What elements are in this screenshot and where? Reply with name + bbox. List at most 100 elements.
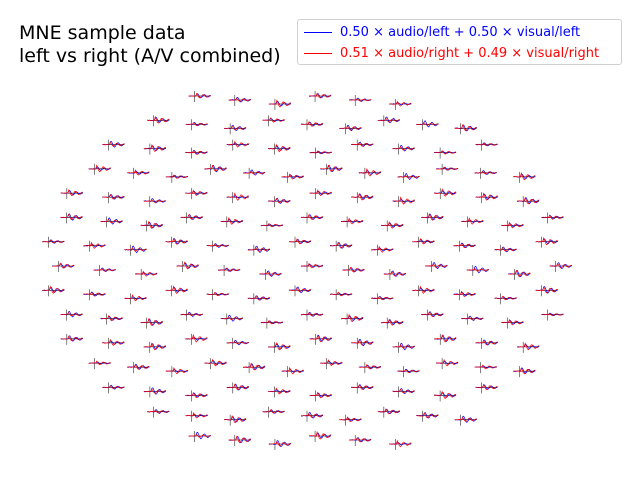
sensor-trace-group bbox=[228, 435, 252, 446]
sensor-trace-group bbox=[60, 333, 84, 345]
sensor-trace-group bbox=[124, 244, 147, 256]
sensor-trace-group bbox=[535, 285, 558, 297]
sensor-trace-group bbox=[147, 115, 170, 127]
sensor-trace-right bbox=[42, 285, 65, 294]
sensor-trace-right bbox=[397, 368, 420, 373]
sensor-trace-group bbox=[100, 216, 123, 228]
sensor-trace-right bbox=[288, 287, 311, 293]
sensor-trace-right bbox=[358, 167, 381, 177]
sensor-trace-right bbox=[93, 267, 116, 272]
sensor-trace-group bbox=[124, 293, 147, 305]
sensor-trace-group bbox=[185, 410, 208, 422]
sensor-trace-right bbox=[100, 314, 123, 322]
sensor-trace-right bbox=[309, 391, 332, 399]
sensor-trace-left bbox=[421, 213, 444, 221]
sensor-trace-left bbox=[389, 102, 412, 106]
sensor-trace-group bbox=[434, 333, 457, 345]
sensor-trace-group bbox=[60, 212, 83, 224]
sensor-trace-right bbox=[329, 291, 353, 297]
sensor-trace-right bbox=[300, 214, 323, 220]
sensor-trace-right bbox=[268, 198, 291, 204]
sensor-trace-left bbox=[535, 286, 558, 294]
sensor-trace-group bbox=[389, 99, 412, 110]
sensor-trace-group bbox=[308, 91, 332, 102]
sensor-trace-right bbox=[223, 125, 247, 131]
sensor-trace-right bbox=[474, 364, 497, 370]
sensor-trace-group bbox=[351, 192, 374, 204]
chart-title-line-1: MNE sample data bbox=[19, 22, 186, 44]
sensor-trace-group bbox=[268, 99, 292, 110]
sensor-trace-group bbox=[165, 171, 189, 183]
sensor-trace-group bbox=[412, 285, 435, 297]
sensor-trace-right bbox=[268, 387, 291, 395]
sensor-trace-group bbox=[392, 386, 415, 398]
sensor-trace-group bbox=[351, 337, 374, 349]
sensor-trace-right bbox=[377, 408, 400, 415]
sensor-trace-left bbox=[434, 335, 457, 342]
sensor-trace-right bbox=[88, 360, 111, 366]
sensor-trace-right bbox=[143, 342, 166, 351]
sensor-trace-group bbox=[185, 188, 208, 200]
sensor-trace-right bbox=[434, 150, 457, 155]
sensor-trace-left bbox=[309, 334, 332, 342]
sensor-trace-right bbox=[102, 194, 125, 200]
sensor-trace-right bbox=[389, 439, 412, 448]
sensor-trace-group bbox=[206, 240, 229, 252]
sensor-trace-group bbox=[83, 240, 106, 252]
sensor-trace-right bbox=[501, 221, 524, 229]
sensor-trace-group bbox=[371, 244, 394, 256]
sensor-trace-group bbox=[300, 119, 324, 131]
sensor-trace-group bbox=[392, 341, 415, 353]
sensor-trace-group bbox=[339, 123, 362, 135]
sensor-trace-group bbox=[100, 313, 123, 325]
sensor-trace-right bbox=[320, 164, 343, 173]
sensor-trace-right bbox=[262, 409, 285, 414]
sensor-trace-right bbox=[228, 435, 251, 444]
sensor-trace-group bbox=[475, 337, 498, 349]
sensor-trace-group bbox=[143, 386, 167, 398]
sensor-trace-right bbox=[392, 388, 415, 394]
sensor-trace-right bbox=[220, 216, 243, 225]
sensor-trace-right bbox=[434, 390, 457, 400]
sensor-trace-group bbox=[226, 382, 250, 394]
sensor-trace-right bbox=[389, 100, 412, 107]
sensor-trace-group bbox=[259, 269, 282, 280]
sensor-trace-right bbox=[358, 363, 381, 370]
sensor-trace-group bbox=[134, 269, 158, 280]
sensor-trace-group bbox=[466, 265, 490, 276]
sensor-trace-right bbox=[341, 313, 364, 323]
sensor-trace-group bbox=[206, 289, 229, 301]
sensor-trace-group bbox=[268, 196, 291, 208]
sensor-trace-right bbox=[454, 124, 477, 132]
chart-legend: 0.50 × audio/left + 0.50 × visual/left 0… bbox=[297, 19, 622, 65]
legend-swatch-left bbox=[304, 31, 332, 33]
sensor-trace-group bbox=[454, 123, 477, 135]
sensor-trace-right bbox=[185, 122, 208, 126]
sensor-trace-right bbox=[371, 245, 394, 253]
sensor-trace-group bbox=[453, 289, 476, 301]
sensor-trace-group bbox=[377, 406, 401, 418]
sensor-trace-left bbox=[83, 243, 106, 248]
sensor-trace-right bbox=[392, 196, 415, 205]
sensor-trace-group bbox=[433, 147, 457, 159]
sensor-trace-right bbox=[309, 189, 332, 197]
sensor-trace-group bbox=[188, 91, 211, 102]
sensor-trace-right bbox=[228, 97, 251, 102]
sensor-trace-right bbox=[308, 92, 332, 99]
sensor-trace-group bbox=[226, 139, 249, 151]
sensor-trace-group bbox=[180, 309, 203, 321]
sensor-trace-right bbox=[83, 241, 106, 249]
sensor-trace-left bbox=[268, 389, 291, 394]
sensor-trace-right bbox=[226, 140, 249, 148]
sensor-trace-right bbox=[549, 262, 572, 269]
sensor-trace-right bbox=[349, 98, 372, 102]
sensor-trace-group bbox=[143, 143, 167, 155]
sensor-trace-group bbox=[461, 216, 484, 228]
sensor-trace-right bbox=[436, 166, 459, 171]
sensor-trace-right bbox=[501, 318, 524, 326]
sensor-trace-left bbox=[204, 164, 227, 173]
sensor-trace-group bbox=[127, 167, 150, 179]
sensor-trace-right bbox=[165, 237, 188, 245]
sensor-trace-right bbox=[217, 267, 241, 272]
sensor-trace-left bbox=[140, 221, 163, 229]
